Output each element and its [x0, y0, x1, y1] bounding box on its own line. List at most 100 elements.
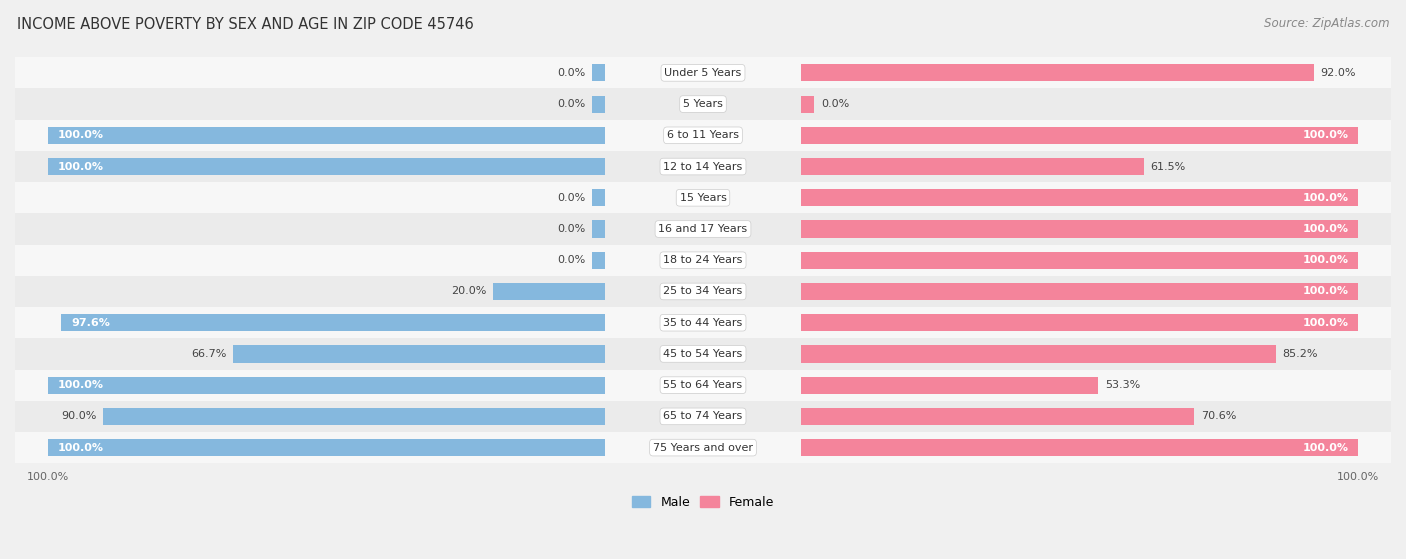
- Text: 35 to 44 Years: 35 to 44 Years: [664, 318, 742, 328]
- Bar: [801, 439, 814, 456]
- Bar: [801, 377, 1098, 394]
- Bar: [592, 64, 605, 82]
- Text: 6 to 11 Years: 6 to 11 Years: [666, 130, 740, 140]
- Bar: [801, 158, 1144, 175]
- Text: 100.0%: 100.0%: [58, 380, 104, 390]
- Text: 100.0%: 100.0%: [1302, 130, 1348, 140]
- Bar: [801, 158, 814, 175]
- Bar: [60, 314, 605, 331]
- Bar: [48, 158, 605, 175]
- Text: Under 5 Years: Under 5 Years: [665, 68, 741, 78]
- Text: 100.0%: 100.0%: [1302, 193, 1348, 203]
- Bar: [801, 283, 1358, 300]
- Bar: [15, 276, 1391, 307]
- Bar: [48, 439, 605, 456]
- Text: 100.0%: 100.0%: [1302, 443, 1348, 453]
- Bar: [592, 283, 605, 300]
- Text: 0.0%: 0.0%: [557, 255, 585, 265]
- Text: 100.0%: 100.0%: [1302, 255, 1348, 265]
- Bar: [494, 283, 605, 300]
- Bar: [15, 432, 1391, 463]
- Text: 0.0%: 0.0%: [557, 224, 585, 234]
- Text: 53.3%: 53.3%: [1105, 380, 1140, 390]
- Text: 18 to 24 Years: 18 to 24 Years: [664, 255, 742, 265]
- Text: 5 Years: 5 Years: [683, 99, 723, 109]
- Bar: [801, 64, 814, 82]
- Bar: [15, 182, 1391, 214]
- Bar: [15, 88, 1391, 120]
- Text: 92.0%: 92.0%: [1320, 68, 1355, 78]
- Text: 55 to 64 Years: 55 to 64 Years: [664, 380, 742, 390]
- Text: 25 to 34 Years: 25 to 34 Years: [664, 286, 742, 296]
- Bar: [801, 96, 814, 113]
- Bar: [801, 345, 1275, 362]
- Bar: [801, 408, 1195, 425]
- Bar: [15, 401, 1391, 432]
- Text: 100.0%: 100.0%: [1302, 286, 1348, 296]
- Bar: [801, 127, 1358, 144]
- Legend: Male, Female: Male, Female: [627, 491, 779, 514]
- Bar: [592, 220, 605, 238]
- Bar: [233, 345, 605, 362]
- Bar: [15, 120, 1391, 151]
- Bar: [801, 314, 1358, 331]
- Bar: [801, 64, 1313, 82]
- Text: 100.0%: 100.0%: [58, 130, 104, 140]
- Bar: [15, 214, 1391, 245]
- Bar: [801, 314, 814, 331]
- Bar: [592, 127, 605, 144]
- Bar: [801, 252, 1358, 269]
- Text: INCOME ABOVE POVERTY BY SEX AND AGE IN ZIP CODE 45746: INCOME ABOVE POVERTY BY SEX AND AGE IN Z…: [17, 17, 474, 32]
- Bar: [15, 307, 1391, 338]
- Text: 85.2%: 85.2%: [1282, 349, 1317, 359]
- Bar: [801, 127, 814, 144]
- Bar: [592, 189, 605, 206]
- Bar: [15, 369, 1391, 401]
- Text: 66.7%: 66.7%: [191, 349, 226, 359]
- Bar: [592, 158, 605, 175]
- Text: 90.0%: 90.0%: [62, 411, 97, 421]
- Text: 61.5%: 61.5%: [1150, 162, 1185, 172]
- Bar: [592, 408, 605, 425]
- Text: 65 to 74 Years: 65 to 74 Years: [664, 411, 742, 421]
- Text: 16 and 17 Years: 16 and 17 Years: [658, 224, 748, 234]
- Text: 100.0%: 100.0%: [58, 443, 104, 453]
- Bar: [801, 189, 814, 206]
- Bar: [801, 189, 1358, 206]
- Text: 75 Years and over: 75 Years and over: [652, 443, 754, 453]
- Text: 0.0%: 0.0%: [821, 99, 849, 109]
- Bar: [801, 408, 814, 425]
- Bar: [592, 314, 605, 331]
- Text: 45 to 54 Years: 45 to 54 Years: [664, 349, 742, 359]
- Text: 70.6%: 70.6%: [1201, 411, 1236, 421]
- Bar: [104, 408, 605, 425]
- Text: 0.0%: 0.0%: [557, 68, 585, 78]
- Text: 12 to 14 Years: 12 to 14 Years: [664, 162, 742, 172]
- Bar: [15, 245, 1391, 276]
- Bar: [15, 338, 1391, 369]
- Bar: [801, 439, 1358, 456]
- Text: 0.0%: 0.0%: [557, 99, 585, 109]
- Bar: [801, 220, 814, 238]
- Text: Source: ZipAtlas.com: Source: ZipAtlas.com: [1264, 17, 1389, 30]
- Bar: [801, 377, 814, 394]
- Text: 100.0%: 100.0%: [1302, 318, 1348, 328]
- Bar: [801, 283, 814, 300]
- Bar: [592, 96, 605, 113]
- Bar: [592, 377, 605, 394]
- Bar: [592, 252, 605, 269]
- Text: 97.6%: 97.6%: [70, 318, 110, 328]
- Bar: [801, 220, 1358, 238]
- Text: 20.0%: 20.0%: [451, 286, 486, 296]
- Text: 100.0%: 100.0%: [1302, 224, 1348, 234]
- Bar: [592, 439, 605, 456]
- Text: 0.0%: 0.0%: [557, 193, 585, 203]
- Bar: [801, 252, 814, 269]
- Text: 15 Years: 15 Years: [679, 193, 727, 203]
- Bar: [15, 57, 1391, 88]
- Bar: [48, 377, 605, 394]
- Bar: [801, 345, 814, 362]
- Bar: [15, 151, 1391, 182]
- Bar: [592, 345, 605, 362]
- Bar: [48, 127, 605, 144]
